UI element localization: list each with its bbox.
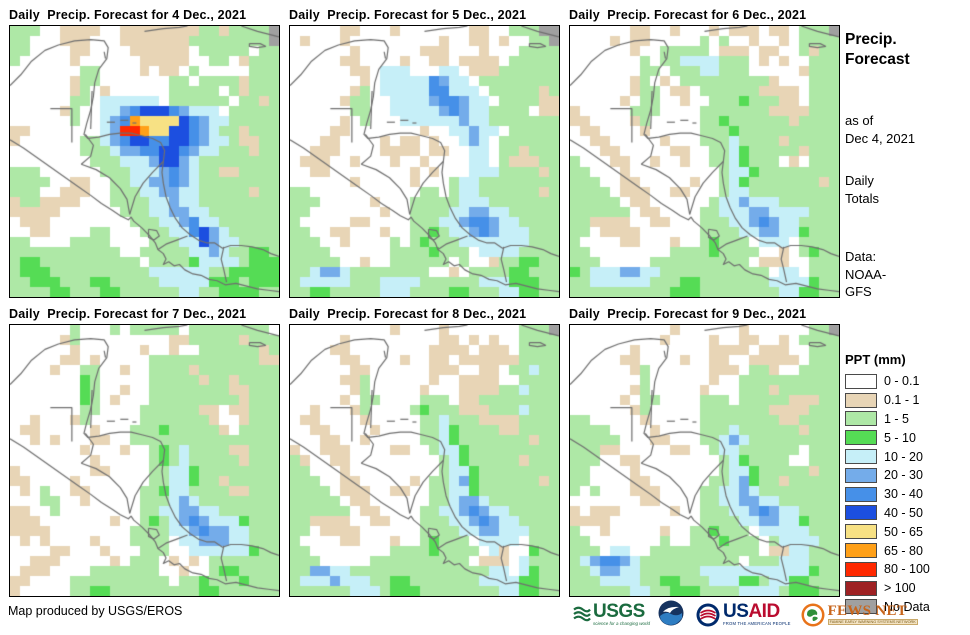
map-panel-dec9: Daily Precip. Forecast for 9 Dec., 2021	[569, 304, 840, 597]
legend-label: 10 - 20	[884, 449, 923, 464]
map-title-dec8: Daily Precip. Forecast for 8 Dec., 2021	[289, 307, 527, 321]
legend-item: 1 - 5	[845, 410, 930, 429]
legend-item: 50 - 65	[845, 522, 930, 541]
usaid-seal-icon	[696, 603, 720, 627]
precip-legend: PPT (mm) 0 - 0.1 0.1 - 1 1 - 5 5 - 10 10…	[845, 352, 930, 616]
legend-swatch	[845, 449, 877, 465]
legend-label: 0 - 0.1	[884, 374, 920, 389]
legend-swatch	[845, 467, 877, 483]
usaid-logo: USAID FROM THE AMERICAN PEOPLE	[696, 601, 791, 627]
map-title-dec7: Daily Precip. Forecast for 7 Dec., 2021	[9, 307, 247, 321]
usaid-tagline: FROM THE AMERICAN PEOPLE	[723, 621, 791, 626]
legend-swatch	[845, 561, 877, 577]
map-title-dec4: Daily Precip. Forecast for 4 Dec., 2021	[9, 8, 247, 22]
fewsnet-globe-icon	[801, 603, 825, 627]
legend-item: 10 - 20	[845, 447, 930, 466]
legend-label: 65 - 80	[884, 543, 923, 558]
legend-label: 1 - 5	[884, 411, 910, 426]
legend-item: 40 - 50	[845, 504, 930, 523]
totals-label: Daily Totals	[845, 173, 879, 206]
legend-item: No Data	[845, 598, 930, 617]
map-panel-dec4: Daily Precip. Forecast for 4 Dec., 2021	[9, 5, 280, 298]
noaa-logo	[658, 600, 684, 631]
usgs-wordmark: USGS	[593, 601, 645, 622]
map-panel-dec7: Daily Precip. Forecast for 7 Dec., 2021	[9, 304, 280, 597]
usgs-wave-icon	[573, 606, 591, 622]
map-title-dec9: Daily Precip. Forecast for 9 Dec., 2021	[569, 307, 807, 321]
legend-label: 5 - 10	[884, 430, 916, 445]
usgs-logo: USGS science for a changing world	[573, 601, 651, 626]
map-panel-dec5: Daily Precip. Forecast for 5 Dec., 2021	[289, 5, 560, 298]
legend-title: PPT (mm)	[845, 352, 906, 367]
map-title-dec5: Daily Precip. Forecast for 5 Dec., 2021	[289, 8, 527, 22]
data-source-label: Data: NOAA- GFS	[845, 249, 887, 300]
map-panel-dec8: Daily Precip. Forecast for 8 Dec., 2021	[289, 304, 560, 597]
legend-swatch	[845, 599, 877, 615]
legend-swatch	[845, 392, 877, 408]
legend-swatch	[845, 373, 877, 389]
legend-item: 0 - 0.1	[845, 372, 930, 391]
legend-item: 65 - 80	[845, 541, 930, 560]
legend-item: 30 - 40	[845, 485, 930, 504]
map-panel-dec6: Daily Precip. Forecast for 6 Dec., 2021	[569, 5, 840, 298]
map-canvas-dec8	[289, 324, 560, 597]
legend-item: 5 - 10	[845, 428, 930, 447]
legend-swatch	[845, 580, 877, 596]
legend-label: > 100	[884, 581, 916, 596]
map-canvas-dec7	[9, 324, 280, 597]
fewsnet-wordmark: FEWS NET	[827, 603, 908, 619]
legend-swatch	[845, 411, 877, 427]
map-title-dec6: Daily Precip. Forecast for 6 Dec., 2021	[569, 8, 807, 22]
page-title: Precip. Forecast	[845, 31, 910, 69]
legend-swatch	[845, 524, 877, 540]
legend-swatch	[845, 430, 877, 446]
legend-label: 20 - 30	[884, 468, 923, 483]
usaid-wordmark: USAID	[723, 601, 780, 622]
map-canvas-dec4	[9, 25, 280, 298]
legend-label: 0.1 - 1	[884, 393, 920, 408]
legend-label: 50 - 65	[884, 524, 923, 539]
legend-swatch	[845, 543, 877, 559]
map-canvas-dec9	[569, 324, 840, 597]
map-credit: Map produced by USGS/EROS	[8, 604, 183, 618]
legend-label: 40 - 50	[884, 505, 923, 520]
fewsnet-tagline: FAMINE EARLY WARNING SYSTEMS NETWORK	[827, 619, 918, 625]
legend-item: 20 - 30	[845, 466, 930, 485]
legend-item: 80 - 100	[845, 560, 930, 579]
fewsnet-logo: FEWS NET FAMINE EARLY WARNING SYSTEMS NE…	[801, 603, 918, 627]
legend-label: No Data	[884, 599, 930, 614]
legend-swatch	[845, 505, 877, 521]
legend-swatch	[845, 486, 877, 502]
as-of-date: as of Dec 4, 2021	[845, 113, 916, 146]
legend-label: 80 - 100	[884, 562, 930, 577]
map-canvas-dec6	[569, 25, 840, 298]
agency-logos: USGS science for a changing world USAID …	[573, 599, 918, 631]
map-canvas-dec5	[289, 25, 560, 298]
usgs-tagline: science for a changing world	[593, 621, 651, 626]
noaa-seal-icon	[658, 600, 684, 625]
legend-label: 30 - 40	[884, 487, 923, 502]
legend-item: 0.1 - 1	[845, 391, 930, 410]
legend-item: > 100	[845, 579, 930, 598]
